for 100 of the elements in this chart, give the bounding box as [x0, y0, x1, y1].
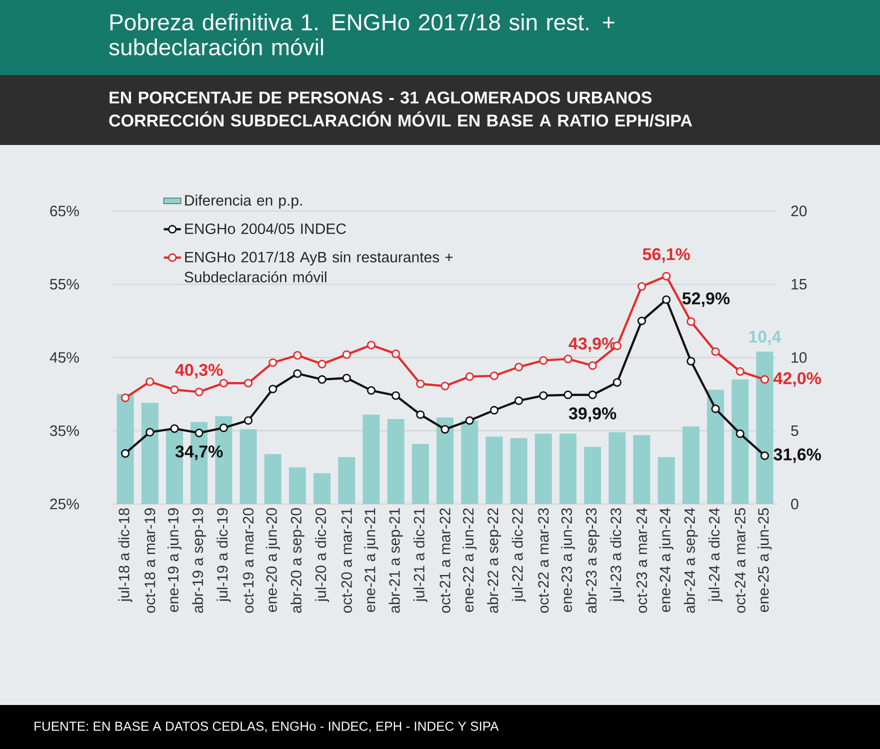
point [244, 378, 253, 388]
point [244, 416, 253, 425]
point [490, 406, 498, 415]
y-tick-label: 25% [50, 498, 79, 510]
point [146, 428, 154, 437]
bar [756, 352, 774, 504]
bar [608, 432, 626, 504]
y-tick-label: 35% [50, 425, 79, 436]
x-tick-label: oct-18 a mar-19 [144, 508, 156, 613]
x-tick-label: ene-22 a jun-22 [462, 508, 477, 612]
x-tick-label: jul-19 a dic-19 [216, 508, 231, 602]
point [686, 317, 696, 326]
x-tick-label: ene-19 a jun-19 [167, 508, 182, 612]
point [392, 391, 400, 400]
y2-tick-label: 0 [791, 498, 798, 510]
x-tick-label: jul-24 a dic-24 [708, 508, 723, 602]
x-tick-label: oct-22 a mar-23 [538, 508, 549, 613]
bar [338, 457, 356, 504]
x-tick-label: jul-22 a dic-22 [512, 508, 526, 602]
data-label: 40,3% [175, 364, 223, 378]
x-tick-label: abr-23 a sep-23 [586, 508, 600, 613]
point [588, 390, 597, 400]
bar [486, 436, 503, 504]
point [416, 380, 425, 388]
legend-label: ENGHo 2004/05 INDEC [185, 223, 346, 234]
y2-tick-label: 5 [791, 426, 798, 436]
source-note: FUENTE: EN BASE A DATOS CEDLAS, ENGHo - INDEC, EPH - INDEC Y SIPA [34, 722, 499, 732]
point [662, 295, 671, 304]
data-label: 39,9% [568, 407, 616, 422]
data-label: 31,6% [774, 448, 821, 463]
point [711, 404, 720, 414]
x-tick-label: oct-21 a mar-22 [440, 508, 450, 613]
legend-label: Diferencia en p.p. [185, 194, 302, 209]
x-tick-label: ene-24 a jun-24 [659, 508, 674, 612]
bar [633, 435, 650, 504]
data-label: 56,1% [642, 248, 690, 263]
chart-title: Pobreza definitiva 1. ENGHo 2017/18 sin rest. + subdeclaración móvil [109, 14, 614, 56]
point [318, 360, 326, 368]
y-tick-label: 55% [50, 278, 79, 290]
bar [534, 434, 552, 504]
point [686, 356, 696, 366]
point [366, 386, 376, 395]
bar [682, 426, 700, 504]
y2-tick-label: 10 [792, 352, 807, 363]
point [465, 416, 474, 425]
point [219, 424, 228, 432]
point [514, 396, 524, 406]
bar [510, 438, 528, 504]
point [612, 378, 622, 387]
data-label: 42,0% [774, 372, 821, 387]
bar [707, 390, 724, 504]
point [318, 375, 326, 384]
point [760, 375, 770, 384]
point [342, 374, 351, 382]
point [564, 390, 572, 400]
point [342, 350, 351, 359]
point [564, 354, 572, 364]
x-tick-label: jul-20 a dic-20 [315, 508, 330, 602]
point [539, 391, 548, 400]
bar [559, 434, 576, 504]
data-label: 34,7% [175, 445, 223, 460]
x-tick-label: ene-23 a jun-23 [560, 508, 575, 612]
point [268, 358, 278, 367]
x-tick-label: abr-22 a sep-22 [487, 508, 502, 613]
point [736, 429, 744, 438]
x-tick-label: ene-21 a jun-21 [364, 508, 378, 612]
chart-subtitle: EN PORCENTAJE DE PERSONAS - 31 AGLOMERADOS URBANOS CORRECCIÓN SUBDECLARACIÓN MÓVIL EN BASE A RATIO EPH/SIPA [109, 92, 692, 127]
bar [288, 467, 306, 504]
point [440, 424, 450, 434]
x-tick-label: abr-21 a sep-21 [388, 508, 403, 613]
point [219, 378, 228, 388]
point [588, 361, 597, 370]
x-tick-label: ene-20 a jun-20 [266, 508, 280, 612]
bar [436, 418, 454, 504]
point [440, 382, 450, 390]
bar [461, 420, 478, 504]
point [170, 424, 179, 433]
bar [264, 454, 282, 504]
y-tick-label: 65% [50, 206, 79, 216]
point [120, 393, 130, 402]
x-tick-label: jul-23 a dic-23 [610, 508, 624, 602]
point [662, 272, 671, 280]
x-tick-label: oct-19 a mar-20 [242, 508, 254, 613]
point [268, 384, 278, 394]
data-label: 43,9% [568, 338, 616, 352]
point [146, 377, 154, 386]
bar [584, 446, 602, 504]
point [293, 351, 302, 360]
legend-label: ENGHo 2017/18 AyB sin restaurantes + Subdeclaración móvil [184, 251, 453, 282]
bar [141, 402, 158, 504]
x-tick-label: oct-20 a mar-21 [341, 508, 352, 613]
point [465, 372, 474, 381]
bar [658, 457, 675, 504]
x-tick-label: ene-25 a jun-25 [758, 508, 772, 612]
x-tick-label: jul-21 a dic-21 [413, 508, 428, 602]
point [392, 350, 400, 358]
bar [412, 444, 429, 504]
point [760, 451, 770, 460]
point [366, 340, 376, 350]
point [170, 385, 179, 394]
